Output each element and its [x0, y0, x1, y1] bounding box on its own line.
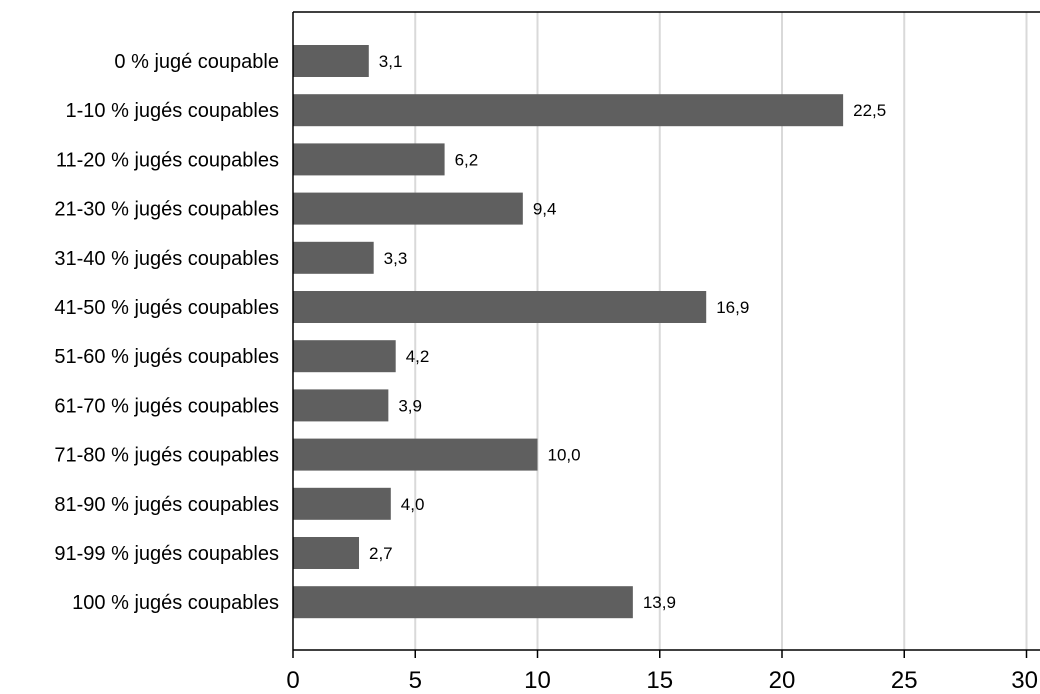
- category-label-0: 0 % jugé coupable: [114, 51, 279, 73]
- category-label-1: 1-10 % jugés coupables: [66, 100, 279, 122]
- x-tick-label-30: 30: [1011, 667, 1038, 694]
- value-label-7: 3,9: [398, 396, 422, 415]
- category-label-7: 61-70 % jugés coupables: [54, 395, 279, 417]
- category-label-9: 81-90 % jugés coupables: [54, 494, 279, 516]
- category-label-5: 41-50 % jugés coupables: [54, 297, 279, 319]
- x-tick-label-5: 5: [409, 667, 422, 694]
- bar-0: [293, 45, 369, 77]
- value-label-11: 13,9: [643, 593, 676, 612]
- tick-labels: 0 5 10 15 20 25 30: [286, 667, 1038, 694]
- axes: [292, 11, 1040, 658]
- bar-6: [293, 340, 396, 373]
- category-label-3: 21-30 % jugés coupables: [54, 199, 279, 221]
- category-label-4: 31-40 % jugés coupables: [54, 248, 279, 270]
- value-label-9: 4,0: [401, 495, 425, 514]
- value-label-8: 10,0: [548, 446, 581, 465]
- value-label-1: 22,5: [853, 101, 886, 120]
- bar-9: [293, 487, 391, 520]
- bar-7: [293, 389, 389, 422]
- bar-2: [293, 143, 445, 176]
- category-label-10: 91-99 % jugés coupables: [54, 543, 279, 565]
- category-labels: 0 % jugé coupable 1-10 % jugés coupables 1…: [54, 51, 279, 614]
- value-label-2: 6,2: [455, 150, 479, 169]
- bar-1: [293, 94, 844, 127]
- x-tick-label-10: 10: [524, 667, 551, 694]
- value-label-5: 16,9: [716, 298, 749, 317]
- value-label-6: 4,2: [406, 347, 430, 366]
- bars: [293, 45, 844, 619]
- x-tick-label-20: 20: [769, 667, 796, 694]
- x-tick-label-15: 15: [646, 667, 673, 694]
- value-labels: 3,1 22,5 6,2 9,4 3,3 16,9 4,2 3,9 10,0 4,0 2,7 13,9: [369, 52, 886, 612]
- category-label-2: 11-20 % jugés coupables: [56, 149, 279, 171]
- bar-11: [293, 586, 633, 619]
- category-label-11: 100 % jugés coupables: [72, 592, 279, 614]
- bar-5: [293, 291, 707, 323]
- bar-8: [293, 438, 538, 471]
- value-label-4: 3,3: [384, 249, 408, 268]
- value-label-3: 9,4: [533, 200, 557, 219]
- value-label-10: 2,7: [369, 544, 393, 563]
- category-label-8: 71-80 % jugés coupables: [54, 445, 279, 467]
- value-label-0: 3,1: [379, 52, 403, 71]
- x-tick-label-25: 25: [891, 667, 918, 694]
- bar-10: [293, 537, 360, 569]
- category-label-6: 51-60 % jugés coupables: [54, 346, 279, 368]
- bar-3: [293, 192, 523, 225]
- x-tick-label-0: 0: [286, 667, 299, 694]
- bar-4: [293, 241, 374, 274]
